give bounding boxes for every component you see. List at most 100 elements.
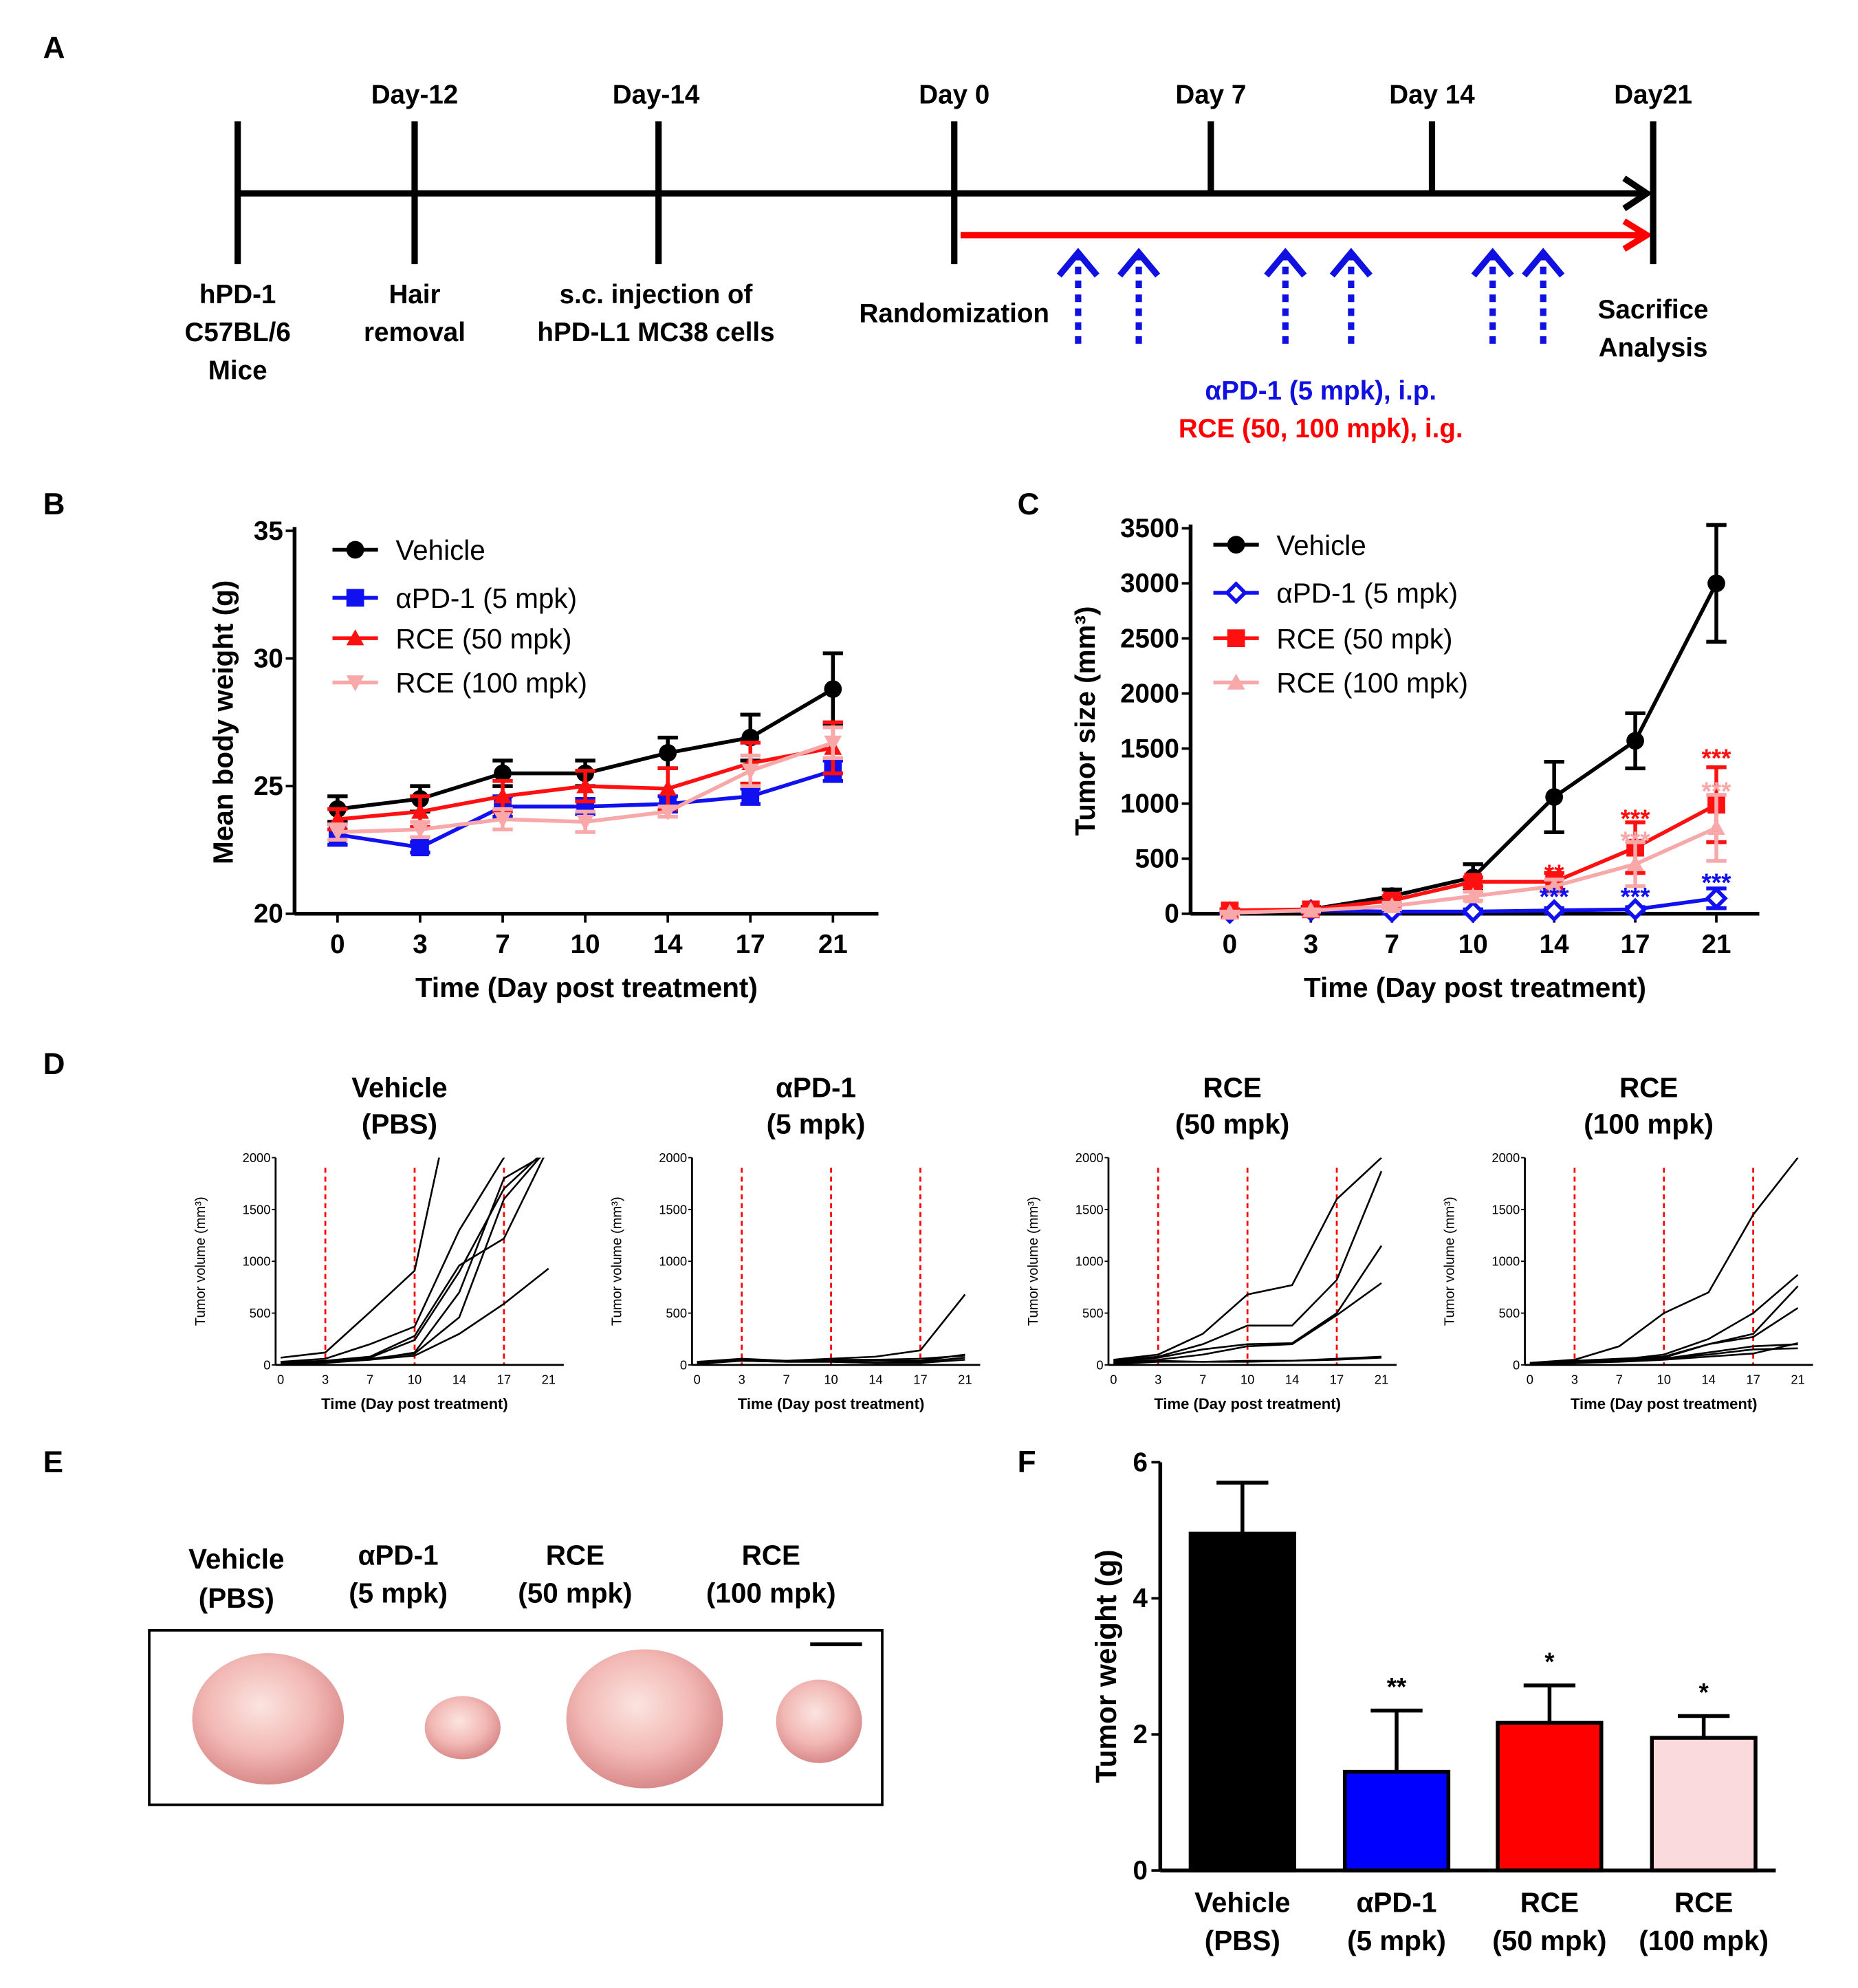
photo-label-rce100-2: (100 mpk) — [706, 1577, 836, 1608]
chart-title: (5 mpk) — [767, 1108, 866, 1140]
individual-trace — [281, 1157, 505, 1363]
data-point-marker — [1624, 897, 1647, 921]
x-tick-label: (100 mpk) — [1639, 1925, 1769, 1956]
x-tick-label: (PBS) — [1205, 1925, 1280, 1956]
significance-marker: *** — [1621, 805, 1651, 833]
label-day-14-pre: Day-14 — [613, 80, 700, 110]
data-point-marker — [1224, 581, 1248, 604]
data-point-marker — [411, 822, 429, 839]
x-axis-label: Time (Day post treatment) — [321, 1395, 508, 1412]
data-point-marker — [741, 763, 760, 780]
label-sacrifice: Sacrifice — [1598, 295, 1709, 325]
x-tick-label: 14 — [653, 930, 683, 959]
data-point-marker — [411, 838, 429, 857]
panel-label-f: F — [1018, 1445, 1036, 1479]
x-axis-label: Time (Day post treatment) — [1304, 972, 1646, 1003]
individual-trace — [697, 1293, 966, 1363]
individual-trace — [281, 1157, 541, 1364]
data-point-marker — [659, 805, 677, 821]
y-tick-label: 1000 — [1075, 1254, 1104, 1269]
data-point-marker — [411, 802, 429, 819]
rce-arrowhead — [1622, 218, 1653, 252]
x-tick-label: 17 — [736, 930, 765, 959]
y-tick-label: 1000 — [1120, 789, 1179, 819]
x-tick-label: 0 — [1527, 1372, 1533, 1386]
significance-marker: *** — [1540, 883, 1570, 911]
x-tick-label: 10 — [1241, 1372, 1254, 1386]
data-point-marker — [1383, 897, 1401, 913]
photo-label-apd1-2: (5 mpk) — [349, 1577, 448, 1608]
label-injection-1: s.c. injection of — [560, 280, 753, 309]
chart-title: RCE — [1203, 1071, 1261, 1103]
data-point-marker — [1221, 904, 1239, 920]
x-tick-label: 0 — [1223, 930, 1237, 959]
y-tick-label: 3500 — [1120, 514, 1179, 543]
x-tick-label: RCE — [1520, 1887, 1579, 1919]
individual-trace — [1113, 1355, 1382, 1365]
x-tick-label: 21 — [1702, 930, 1731, 959]
x-tick-label: 7 — [783, 1372, 790, 1386]
y-tick-label: 3000 — [1120, 569, 1179, 598]
legend-label: RCE (50 mpk) — [1276, 623, 1452, 655]
x-tick-label: 14 — [1540, 930, 1569, 959]
dose-arrow-up-icon — [1329, 248, 1373, 278]
y-tick-label: 2000 — [1491, 1150, 1520, 1165]
x-tick-label: 10 — [408, 1372, 422, 1386]
individual-trace — [1113, 1245, 1383, 1363]
x-tick-label: 21 — [1375, 1372, 1388, 1386]
y-tick-label: 500 — [666, 1306, 687, 1320]
data-point-marker — [1227, 536, 1245, 554]
x-tick-label: 0 — [1110, 1372, 1117, 1386]
bar — [1342, 1769, 1451, 1872]
legend-label: αPD-1 (5 mpk) — [1276, 578, 1458, 609]
y-axis-label: Tumor size (mm³) — [1069, 607, 1101, 836]
label-hair-2: removal — [364, 318, 466, 347]
y-axis-label: Mean body weight (g) — [207, 580, 239, 864]
x-tick-label: 21 — [542, 1372, 556, 1386]
chart-title: (PBS) — [362, 1108, 437, 1140]
chart-tumor-weight: Vehicle (PBS) ** αPD-1 (5 mpk) * RCE (50 mpk) * R… — [1090, 1448, 1776, 1956]
data-point-marker — [1545, 877, 1564, 894]
legend-label: RCE (100 mpk) — [1276, 667, 1468, 699]
data-point-marker — [346, 629, 364, 646]
data-point-marker — [576, 814, 594, 831]
y-tick-label: 500 — [250, 1306, 271, 1320]
dose-arrow-up-icon — [1522, 248, 1565, 278]
x-tick-label: (50 mpk) — [1492, 1925, 1606, 1956]
data-point-marker — [1542, 899, 1566, 922]
x-tick-label: 17 — [1746, 1372, 1760, 1386]
x-tick-label: 10 — [571, 930, 600, 959]
x-tick-label: 0 — [277, 1372, 284, 1386]
y-tick-label: 500 — [1082, 1306, 1104, 1320]
y-tick-label: 2500 — [1120, 624, 1179, 653]
x-tick-label: 10 — [824, 1372, 838, 1386]
tumor-image-rce100 — [776, 1679, 862, 1763]
y-tick-label: 1000 — [659, 1254, 687, 1269]
individual-chart-3: RCE (50 mpk) 0 500 1000 1500 2000 0 3 7 10 14 17 21 Ti… — [1026, 1071, 1397, 1412]
individual-trace — [1113, 1170, 1383, 1362]
individual-trace — [1113, 1357, 1382, 1364]
x-tick-label: 17 — [913, 1372, 927, 1386]
dose-arrow-up-icon — [1117, 248, 1161, 278]
legend-label: Vehicle — [395, 534, 485, 566]
dose-arrow-up-icon — [1471, 248, 1514, 278]
y-tick-label: 500 — [1135, 844, 1179, 874]
individual-trace — [1529, 1157, 1799, 1364]
x-tick-label: 7 — [1199, 1372, 1206, 1386]
y-tick-label: 20 — [254, 899, 283, 929]
individual-trace — [1529, 1285, 1799, 1364]
individual-trace — [281, 1267, 549, 1365]
significance-marker: ** — [1387, 1673, 1407, 1701]
y-axis-label: Tumor volume (mm³) — [193, 1197, 208, 1326]
y-tick-label: 0 — [1164, 899, 1179, 929]
chart-tumor-size: 0 500 1000 1500 2000 2500 3000 3500 0 3 7 10 14 17 21 T… — [1069, 514, 1760, 1003]
label-mice-1: hPD-1 — [199, 280, 276, 309]
y-tick-label: 2000 — [1075, 1150, 1104, 1165]
x-tick-label: 21 — [958, 1372, 972, 1386]
y-tick-label: 2000 — [659, 1150, 687, 1165]
data-point-marker — [494, 764, 512, 783]
x-tick-label: 0 — [330, 930, 345, 959]
legend-label: αPD-1 (5 mpk) — [395, 582, 577, 614]
y-axis-label: Tumor volume (mm³) — [609, 1197, 624, 1326]
